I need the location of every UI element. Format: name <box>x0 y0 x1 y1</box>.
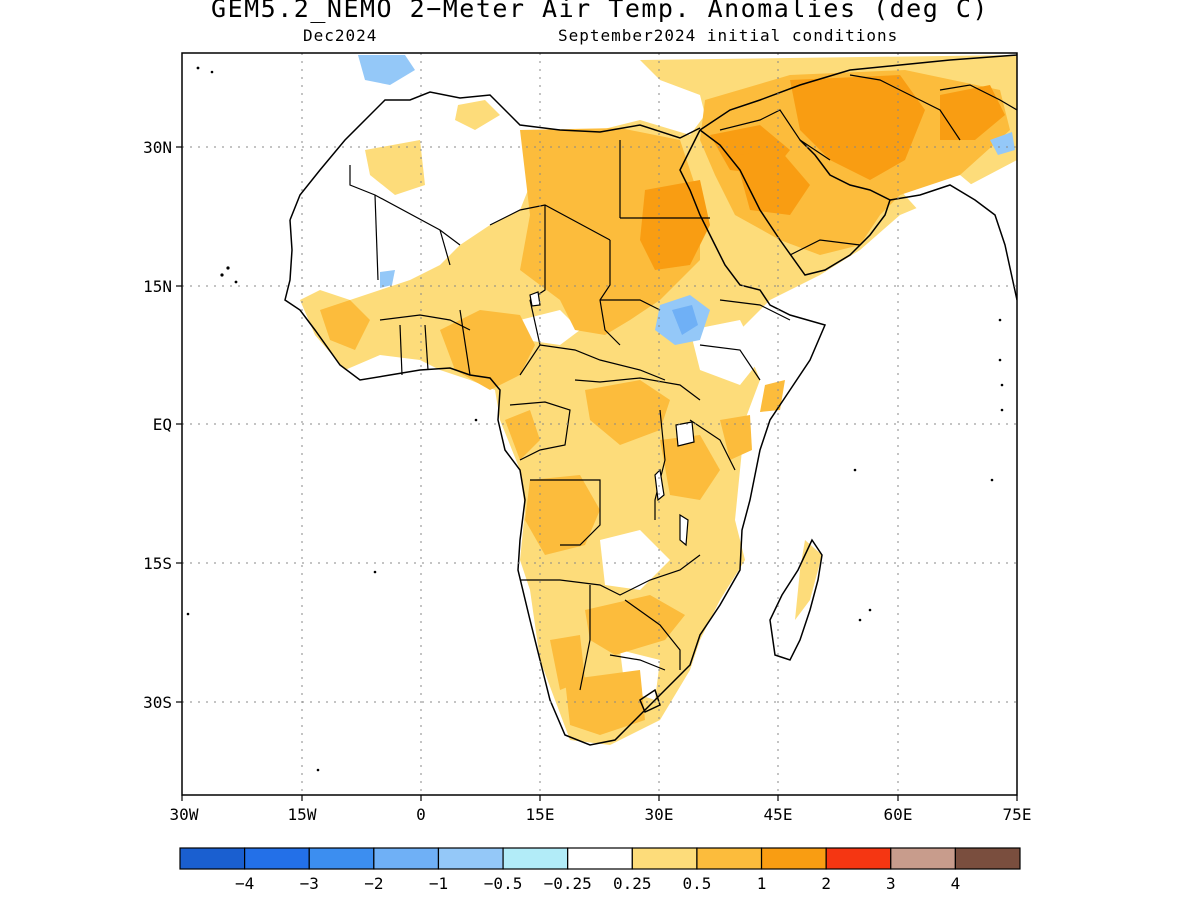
colorbar-swatch <box>631 847 698 870</box>
lat-label: 30S <box>143 693 172 712</box>
country-borders <box>349 74 1017 691</box>
map-title: GEM5.2_NEMO 2−Meter Air Temp. Anomalies … <box>211 0 989 23</box>
colorbar-swatch <box>179 847 246 870</box>
colorbar-swatch <box>244 847 310 870</box>
colorbar-label: 0.25 <box>613 874 652 893</box>
colorbar-swatch <box>890 847 956 870</box>
lon-label: 15E <box>526 805 555 824</box>
colorbar-swatch <box>437 847 504 870</box>
lat-label: EQ <box>153 415 172 434</box>
lat-label: 30N <box>143 138 172 157</box>
colorbar-swatch <box>825 847 892 870</box>
lon-label: 30W <box>170 805 199 824</box>
colorbar-swatch <box>502 847 569 870</box>
colorbar-label: 1 <box>757 874 767 893</box>
lon-label: 15W <box>288 805 317 824</box>
colorbar-swatch <box>954 847 1021 870</box>
lon-label: 60E <box>884 805 913 824</box>
colorbar-label: 4 <box>951 874 961 893</box>
colorbar-labels: −4 −3 −2 −1 −0.5 −0.25 0.25 0.5 1 2 3 4 <box>235 874 960 893</box>
coastlines <box>284 54 1017 746</box>
graticule <box>182 53 1017 795</box>
lat-ticks <box>176 146 1018 801</box>
colorbar <box>179 847 1021 870</box>
anomaly-fill-1 <box>320 70 1010 735</box>
colorbar-swatch <box>308 847 375 870</box>
islands <box>186 66 1004 772</box>
lat-label: 15N <box>143 277 172 296</box>
colorbar-label: −4 <box>235 874 254 893</box>
anomaly-fill-neg-1 <box>672 305 698 335</box>
colorbar-label: −3 <box>300 874 319 893</box>
colorbar-swatch <box>760 847 827 870</box>
initial-conditions: September2024 initial conditions <box>558 26 899 45</box>
colorbar-label: −2 <box>364 874 383 893</box>
colorbar-swatch <box>373 847 440 870</box>
lon-label: 45E <box>764 805 793 824</box>
lon-labels: 30W 15W 0 15E 30E 45E 60E 75E <box>170 805 1032 824</box>
lon-label: 0 <box>416 805 426 824</box>
colorbar-label: −0.25 <box>544 874 592 893</box>
map-plot-area <box>182 53 1017 795</box>
forecast-month: Dec2024 <box>303 26 378 45</box>
colorbar-swatch <box>567 847 633 870</box>
colorbar-label: 3 <box>886 874 896 893</box>
colorbar-label: −0.5 <box>484 874 523 893</box>
anomaly-fill-neutral <box>520 175 990 700</box>
colorbar-label: 0.5 <box>682 874 711 893</box>
lat-label: 15S <box>143 554 172 573</box>
lon-label: 75E <box>1003 805 1032 824</box>
colorbar-swatch <box>696 847 763 870</box>
lat-labels: 30N 15N EQ 15S 30S <box>143 138 172 712</box>
lon-label: 30E <box>645 805 674 824</box>
colorbar-label: −1 <box>429 874 448 893</box>
colorbar-label: 2 <box>821 874 831 893</box>
